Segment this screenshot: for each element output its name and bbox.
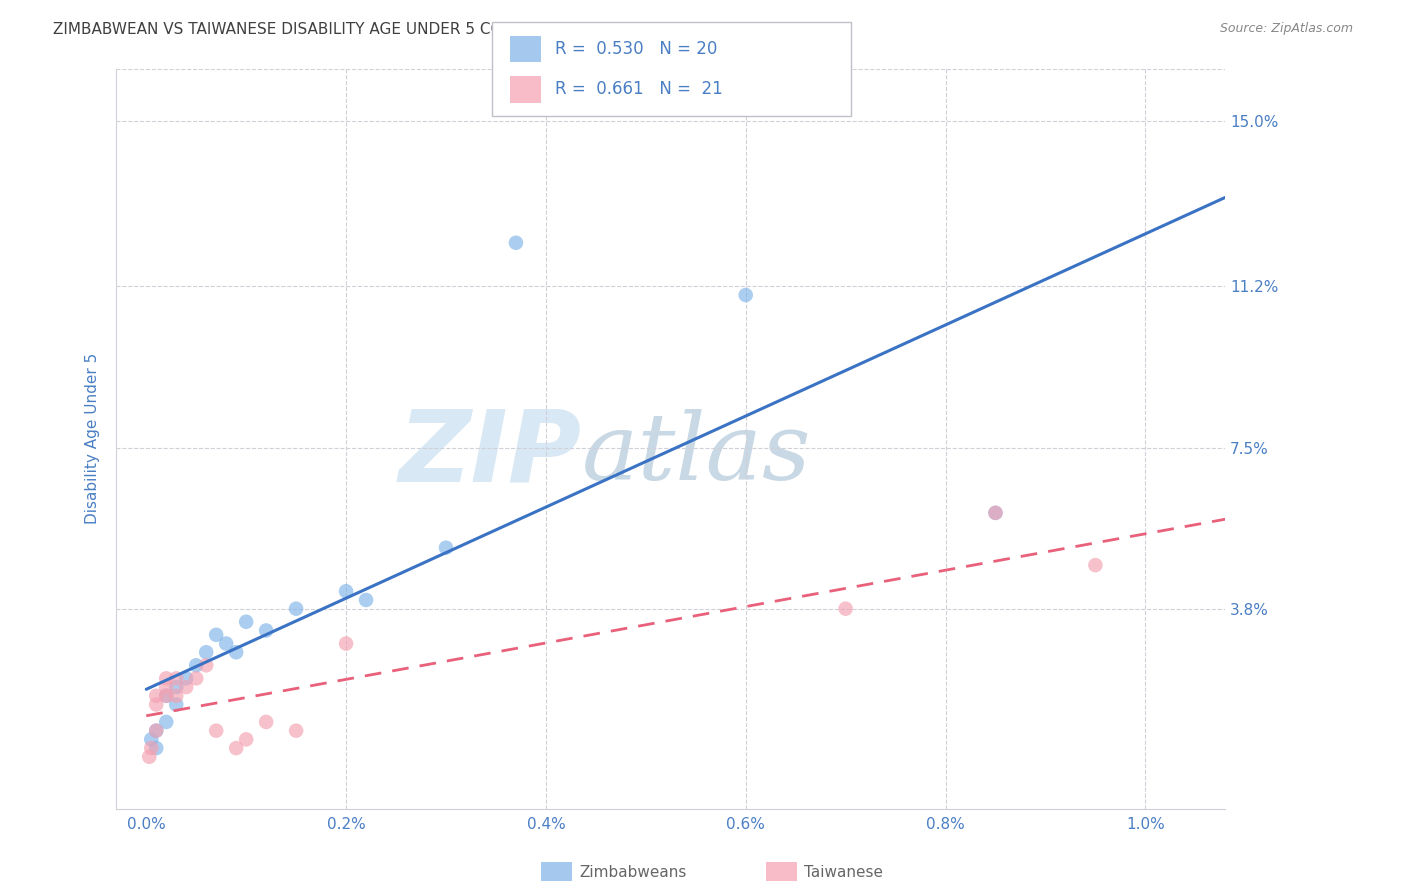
Point (155, 714, 177, 729)
Point (165, 689, 187, 703)
Text: R =  0.661   N =  21: R = 0.661 N = 21 (555, 80, 723, 98)
Point (138, 749, 160, 764)
Point (254, 714, 277, 729)
Point (205, 723, 228, 738)
Point (285, 601, 308, 615)
Point (195, 645, 218, 659)
Point (155, 689, 177, 703)
Point (145, 723, 167, 738)
Text: Taiwanese: Taiwanese (804, 865, 883, 880)
Text: ZIP: ZIP (399, 405, 582, 502)
Point (215, 636, 238, 650)
Point (984, 506, 1007, 520)
Point (505, 235, 527, 250)
Text: Zimbabweans: Zimbabweans (579, 865, 686, 880)
Point (174, 680, 197, 694)
Point (734, 288, 756, 302)
Point (834, 601, 856, 615)
Point (205, 628, 228, 642)
Point (155, 672, 177, 686)
Point (186, 672, 208, 686)
Point (285, 723, 308, 738)
Point (155, 680, 177, 694)
Point (984, 506, 1007, 520)
Point (141, 741, 163, 756)
Point (165, 680, 187, 694)
Point (254, 624, 277, 638)
Point (155, 689, 177, 703)
Text: atlas: atlas (582, 409, 811, 499)
Point (335, 636, 357, 650)
Point (145, 698, 167, 712)
Point (235, 615, 257, 629)
Text: R =  0.530   N = 20: R = 0.530 N = 20 (555, 40, 717, 58)
Point (225, 741, 247, 756)
Point (354, 593, 377, 607)
Text: Source: ZipAtlas.com: Source: ZipAtlas.com (1219, 22, 1353, 36)
Point (145, 689, 167, 703)
Point (145, 723, 167, 738)
Point (434, 541, 457, 555)
Point (141, 732, 163, 747)
Point (335, 584, 357, 599)
Point (145, 741, 167, 756)
Point (1084, 558, 1107, 573)
Point (195, 658, 218, 673)
Text: ZIMBABWEAN VS TAIWANESE DISABILITY AGE UNDER 5 CORRELATION CHART: ZIMBABWEAN VS TAIWANESE DISABILITY AGE U… (53, 22, 645, 37)
Point (174, 672, 197, 686)
Y-axis label: Disability Age Under 5: Disability Age Under 5 (86, 353, 100, 524)
Point (165, 672, 187, 686)
Point (225, 645, 247, 659)
Point (165, 698, 187, 712)
Point (235, 732, 257, 747)
Point (186, 658, 208, 673)
